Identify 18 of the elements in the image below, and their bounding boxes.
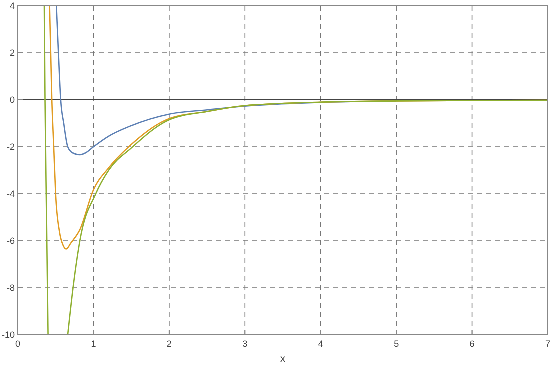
- x-tick-label: 5: [394, 339, 400, 349]
- x-tick-label: 6: [470, 339, 475, 349]
- y-tick-label: -2: [6, 142, 15, 152]
- y-tick-label: 4: [10, 1, 15, 11]
- x-tick-label: 4: [318, 339, 324, 349]
- x-tick-label: 7: [545, 339, 551, 349]
- x-tick-label: 3: [242, 339, 248, 349]
- line-series: [44, 6, 49, 335]
- y-tick-label: -8: [6, 283, 15, 293]
- y-tick-label: -6: [6, 236, 15, 246]
- y-tick-label: -10: [2, 330, 15, 340]
- y-tick-label: -4: [6, 189, 15, 199]
- x-axis-title: x: [280, 354, 286, 365]
- x-tick-label: 1: [91, 339, 96, 349]
- y-tick-label: 0: [10, 95, 15, 105]
- line-series: [67, 100, 548, 335]
- y-tick-label: 2: [10, 48, 15, 58]
- x-tick-label: 2: [166, 339, 172, 349]
